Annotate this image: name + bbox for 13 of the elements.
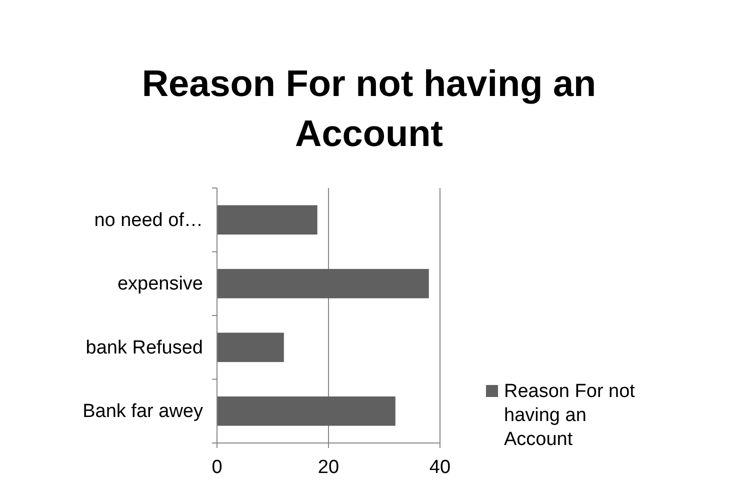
x-tick-label: 20 — [318, 457, 340, 478]
bar — [217, 205, 318, 235]
y-tick-label: expensive — [117, 274, 203, 295]
y-tick-label: no need of… — [94, 210, 203, 231]
x-tick-label: 40 — [429, 457, 451, 478]
bar — [217, 332, 284, 362]
y-tick-label: Bank far awey — [82, 401, 204, 422]
y-tick-label: bank Refused — [86, 337, 203, 358]
bar — [217, 268, 429, 298]
legend-label: Reason For not having an Account — [504, 381, 636, 450]
bar — [217, 396, 396, 426]
x-tick-label: 0 — [212, 457, 222, 478]
chart-title: Reason For not having an Account — [142, 63, 596, 154]
